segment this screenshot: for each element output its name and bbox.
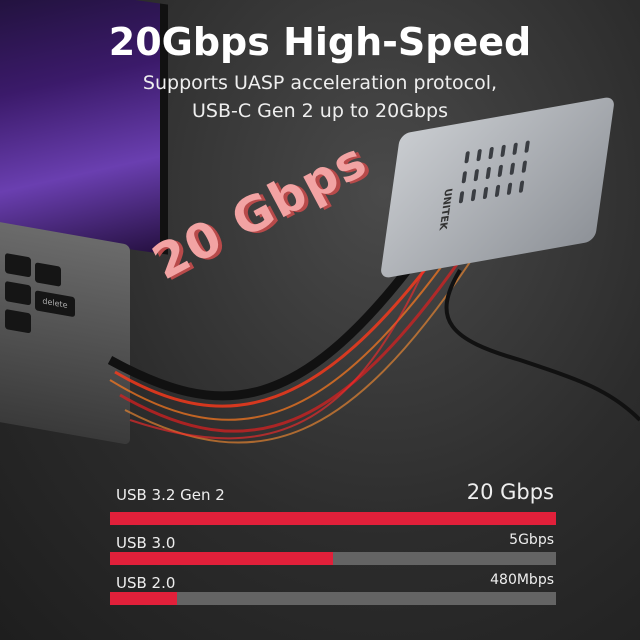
speed-bar-track bbox=[110, 512, 556, 525]
speed-row-usb32: USB 3.2 Gen 2 20 Gbps bbox=[110, 480, 556, 526]
speed-bar-track bbox=[110, 552, 556, 565]
speed-label: USB 3.2 Gen 2 bbox=[116, 486, 225, 504]
speed-bar-track bbox=[110, 592, 556, 605]
speed-value: 20 Gbps bbox=[466, 480, 554, 504]
speed-label: USB 3.0 bbox=[116, 534, 176, 552]
speed-value: 480Mbps bbox=[490, 572, 554, 588]
subtitle-line-1: Supports UASP acceleration protocol, bbox=[142, 72, 498, 94]
speed-label: USB 2.0 bbox=[116, 574, 176, 592]
speed-row-usb30: USB 3.0 5Gbps bbox=[110, 532, 556, 566]
speed-value: 5Gbps bbox=[509, 532, 554, 548]
speed-bar-fill bbox=[110, 512, 556, 525]
subtitle-line-2: USB-C Gen 2 up to 20Gbps bbox=[192, 100, 448, 122]
brand-logo: UNITEK bbox=[436, 187, 454, 232]
page-title: 20Gbps High-Speed bbox=[108, 20, 532, 64]
speed-bar-fill bbox=[110, 592, 177, 605]
speed-bar-fill bbox=[110, 552, 333, 565]
speed-row-usb20: USB 2.0 480Mbps bbox=[110, 572, 556, 606]
